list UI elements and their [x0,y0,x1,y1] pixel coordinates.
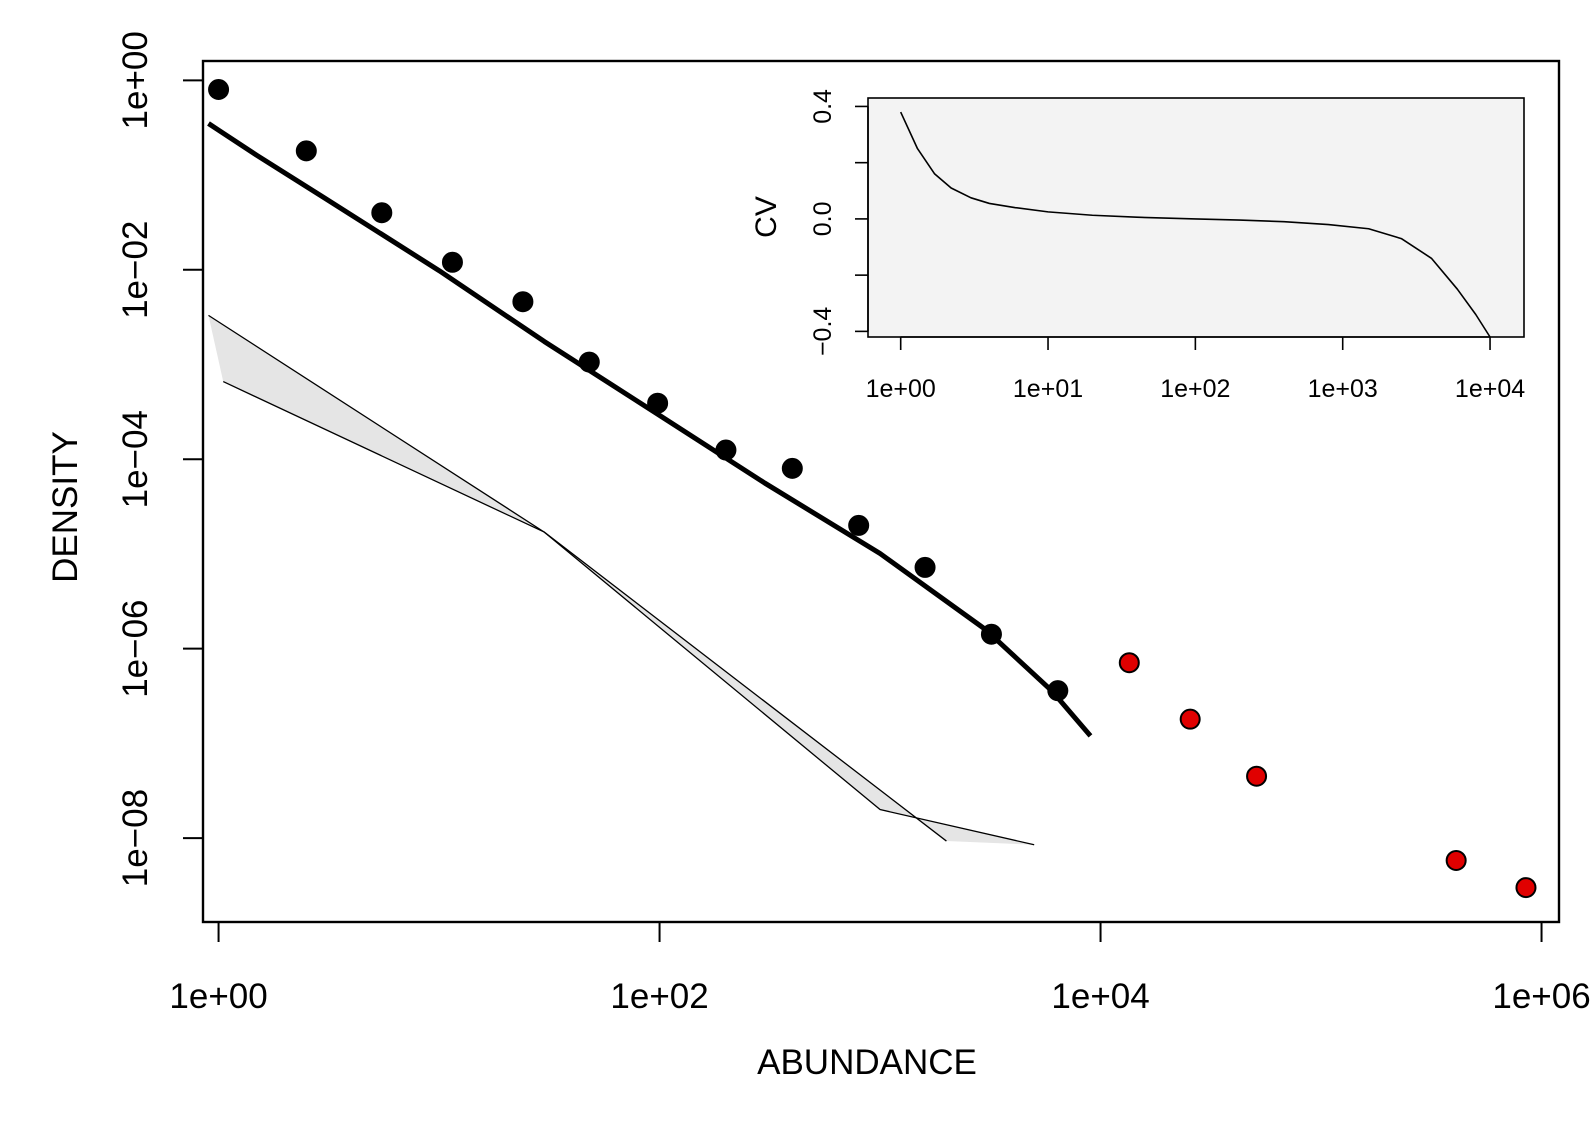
x-tick-label-0: 1e+00 [169,977,267,1016]
x-tick-label-3: 1e+06 [1492,977,1590,1016]
black-point-4 [512,291,534,313]
black-point-3 [441,251,463,273]
y-tick-label-4: 1e−08 [116,789,155,887]
black-point-11 [980,623,1002,645]
inset-y-axis-title: CV [750,196,783,238]
black-point-12 [1047,680,1069,702]
black-point-1 [295,140,317,162]
fitted-line-path [207,121,1093,738]
y-tick-label-1: 1e−02 [116,221,155,319]
inset-x-tick-label-2: 1e+02 [1160,375,1230,403]
inset-x-tick-label-0: 1e+00 [866,375,936,403]
inset-y-tick-label-4: −0.4 [809,307,837,356]
inset-cv-line [899,111,1491,338]
red-point-3 [1445,849,1467,871]
black-point-10 [914,556,936,578]
red-point-2 [1246,765,1268,787]
y-tick-label-2: 1e−04 [116,410,155,508]
inset-y-tick-label-2: 0.0 [809,202,837,237]
black-point-8 [781,457,803,479]
band-upper-edge [208,314,1035,846]
inset-x-tick-label-4: 1e+04 [1455,375,1525,403]
y-tick-label-0: 1e+00 [116,31,155,129]
inset-x-tick-label-3: 1e+03 [1308,375,1378,403]
black-point-9 [848,514,870,536]
red-point-4 [1515,877,1537,899]
inset-y-tick-label-0: 0.4 [809,89,837,124]
black-point-6 [647,392,669,414]
inset-x-tick-label-1: 1e+01 [1013,375,1083,403]
x-tick-label-2: 1e+04 [1051,977,1149,1016]
x-tick-label-1: 1e+02 [610,977,708,1016]
main-axes: 1e+00 1e+02 1e+04 1e+06 1e+00 1e−02 1e−04 1e−06… [116,31,1591,1016]
band-lower-edge [222,380,947,842]
cv-line-path [899,111,1491,338]
inset-plot-frame [867,97,1525,338]
black-point-5 [578,351,600,373]
black-point-0 [208,79,230,101]
main-x-axis-title: ABUNDANCE [757,1043,977,1082]
black-point-7 [715,439,737,461]
main-y-axis-title: DENSITY [46,431,85,583]
fitted-line [207,121,1093,738]
red-point-1 [1179,708,1201,730]
data-points [208,79,1537,899]
confidence-band [208,314,1035,846]
y-tick-label-3: 1e−06 [116,599,155,697]
black-point-2 [371,202,393,224]
red-point-0 [1118,652,1140,674]
inset-axes: 1e+00 1e+01 1e+02 1e+03 1e+04 0.4 0.0 −0.4 [809,89,1525,403]
